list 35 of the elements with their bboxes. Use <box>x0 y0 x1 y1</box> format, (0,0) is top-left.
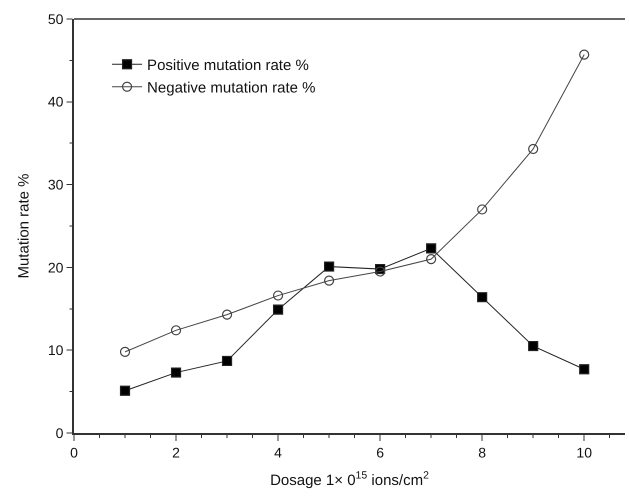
point <box>579 50 590 60</box>
point <box>222 310 232 320</box>
x-tick-label: 8 <box>478 444 486 461</box>
y-tick-label: 10 <box>48 342 64 358</box>
point <box>375 266 386 277</box>
point <box>426 243 436 254</box>
point <box>272 290 284 301</box>
point <box>477 204 488 215</box>
y-tick-label: 50 <box>48 10 64 27</box>
x-tick-label: 2 <box>172 444 180 461</box>
point <box>477 292 488 302</box>
legend-label: Positive mutation rate % <box>147 57 309 74</box>
x-tick-label: 10 <box>576 444 592 461</box>
point <box>324 261 334 272</box>
point <box>324 276 334 286</box>
point <box>170 367 182 378</box>
y-tick-label: 20 <box>48 259 64 276</box>
legend-label: Negative mutation rate % <box>147 80 316 97</box>
point <box>120 346 130 357</box>
x-tick-label: 0 <box>70 444 78 461</box>
y-axis-title: Mutation rate % <box>16 173 33 279</box>
point <box>170 325 182 336</box>
point <box>272 304 284 315</box>
x-tick-label: 4 <box>274 444 282 461</box>
y-tick-label: 40 <box>48 94 64 110</box>
x-tick-label: 6 <box>376 444 384 461</box>
point <box>579 364 590 374</box>
point <box>222 356 232 366</box>
point <box>528 144 538 154</box>
x-axis-title: Dosage 1× 0$^{15}$ ions/cm$^{2}$ <box>270 470 430 490</box>
point <box>528 340 538 352</box>
point <box>120 386 130 396</box>
point <box>426 254 436 264</box>
y-tick-label: 30 <box>48 176 64 192</box>
y-tick-label: 0 <box>56 424 64 441</box>
